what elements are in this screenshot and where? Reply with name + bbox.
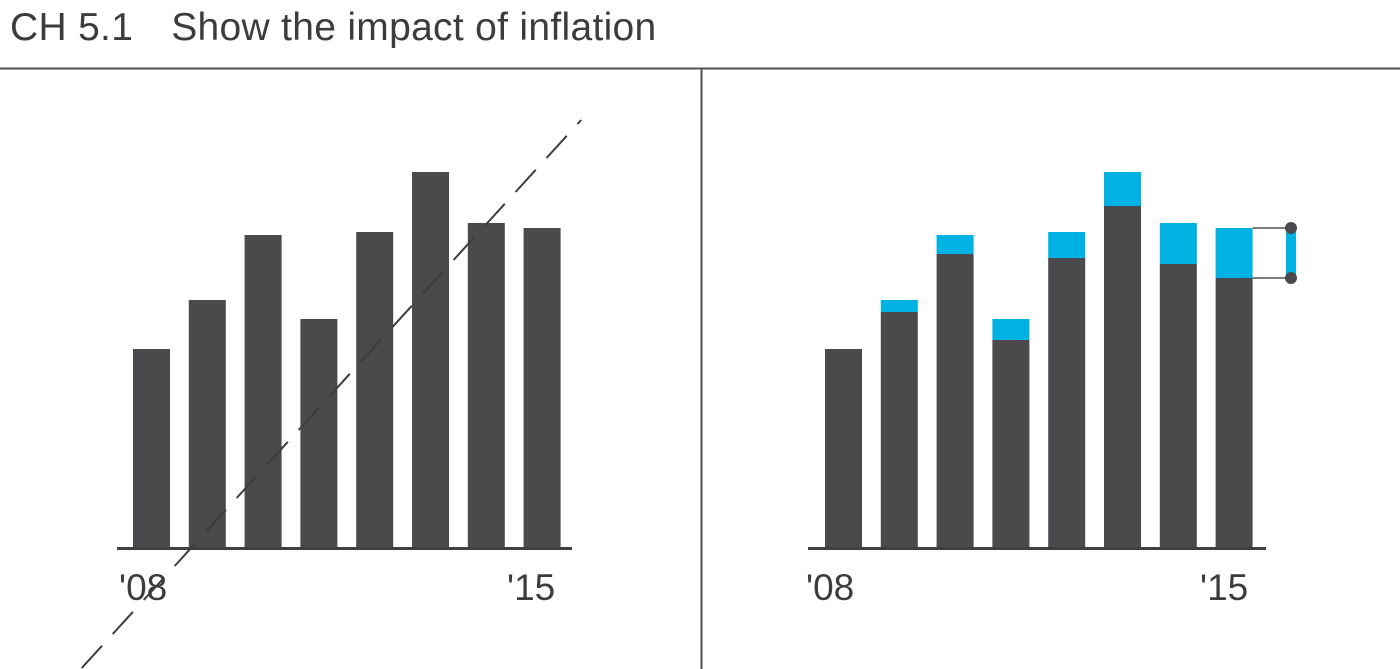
tick-label-start: '08 <box>119 567 167 608</box>
gap-dot-bottom <box>1285 272 1297 284</box>
panel-inflation-adjusted: '08 '15 <box>806 172 1297 608</box>
bar-base-14 <box>1159 264 1197 548</box>
panel-nominal: '08 '15 <box>81 119 582 669</box>
bar-inflation-09 <box>880 300 918 312</box>
bar-base-08 <box>825 349 862 548</box>
bar-10 <box>244 235 282 548</box>
bar-inflation-13 <box>1104 172 1141 206</box>
bar-inflation-14 <box>1159 223 1197 264</box>
bar-base-13 <box>1104 206 1141 548</box>
gap-marker-bar <box>1286 228 1296 278</box>
bar-inflation-11 <box>992 319 1030 340</box>
bar-inflation-10 <box>936 235 974 254</box>
chart-header: CH 5.1 Show the impact of inflation <box>10 4 657 52</box>
bar-14 <box>467 223 505 548</box>
bar-inflation-12 <box>1048 232 1086 258</box>
tick-label-end: '15 <box>1200 567 1248 608</box>
bar-15 <box>523 228 561 548</box>
chart-title: Show the impact of inflation <box>171 6 657 49</box>
gap-dot-top <box>1285 222 1297 234</box>
bar-base-12 <box>1048 258 1086 548</box>
bar-12 <box>356 232 394 548</box>
tick-label-start: '08 <box>806 567 854 608</box>
bar-base-11 <box>992 340 1030 548</box>
chart-code: CH 5.1 <box>10 6 134 49</box>
bar-09 <box>188 300 226 548</box>
tick-label-end: '15 <box>507 567 555 608</box>
bar-inflation-15 <box>1215 228 1253 278</box>
bar-base-15 <box>1215 278 1253 548</box>
bar-base-09 <box>880 312 918 548</box>
trend-line-dashed <box>81 119 582 669</box>
bar-base-10 <box>936 254 974 548</box>
bar-11 <box>300 319 338 548</box>
bar-08 <box>133 349 170 548</box>
bar-13 <box>412 172 449 548</box>
